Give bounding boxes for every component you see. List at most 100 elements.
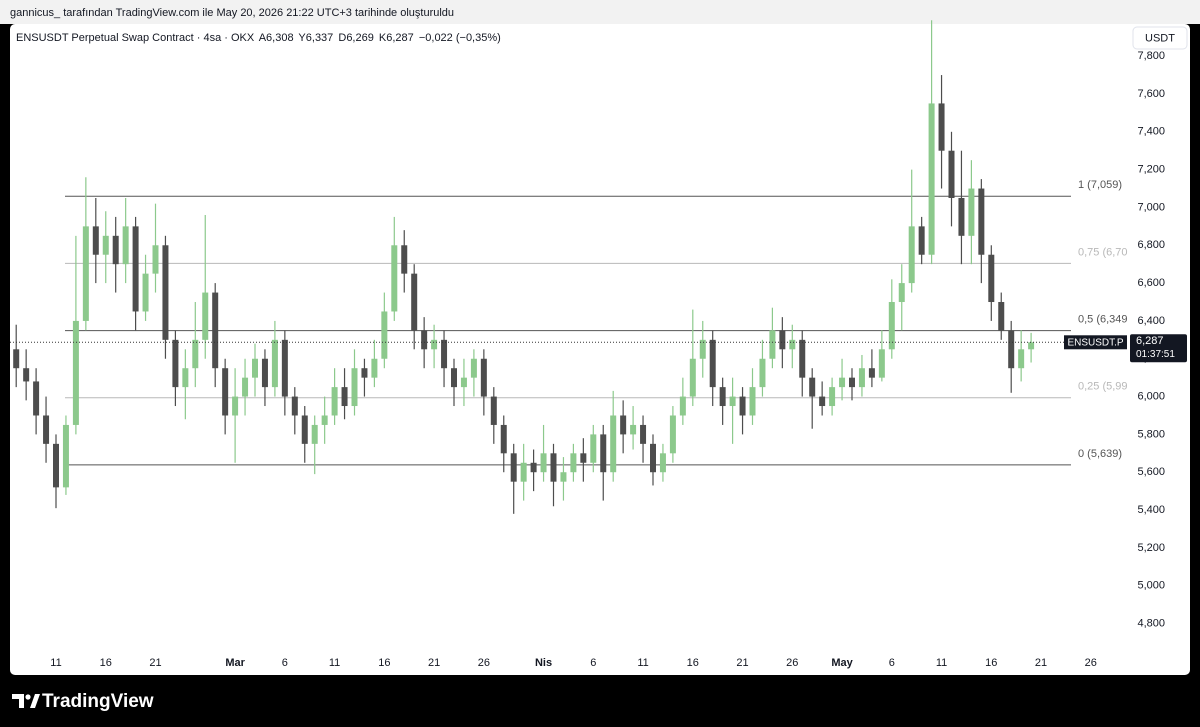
y-tick-label: 6,000 [1137, 390, 1165, 402]
candle-body [212, 292, 219, 369]
fib-label: 1 (7,059) [1078, 179, 1122, 191]
candle-body [421, 330, 428, 350]
candle-body [371, 358, 378, 378]
candle-body [321, 415, 328, 425]
y-tick-label: 7,000 [1137, 201, 1165, 213]
candle-body [650, 443, 656, 473]
x-tick-label: 11 [936, 657, 947, 669]
legend-low-label: D [338, 32, 346, 44]
candle-body [908, 226, 915, 284]
candle-body [520, 462, 527, 482]
candle-body [809, 377, 816, 397]
x-tick-label: 26 [478, 657, 490, 669]
candle-body [968, 188, 975, 236]
candle-body [1018, 349, 1025, 369]
candle-body [550, 453, 557, 482]
candle-body [460, 377, 467, 388]
legend-high-label: Y [298, 32, 306, 44]
currency-button[interactable] [1132, 26, 1188, 50]
candle-body [152, 245, 159, 274]
x-tick-label: 21 [1035, 657, 1047, 669]
candle-body [699, 339, 706, 359]
y-tick-label: 5,000 [1137, 580, 1165, 592]
candle-body [381, 311, 388, 359]
candle-body [819, 396, 826, 407]
legend-low: 6,269 [346, 32, 374, 44]
legend-open: 6,308 [266, 32, 294, 44]
price-tag-box [1130, 334, 1187, 363]
x-tick-label: 11 [50, 657, 61, 669]
candle-body [411, 273, 418, 331]
candle-body [451, 368, 457, 388]
candle-body [669, 415, 676, 454]
candle-body [132, 226, 139, 312]
candle-body [948, 150, 955, 198]
candle-body [112, 235, 119, 265]
candle-body [43, 415, 50, 444]
candle-body [441, 339, 448, 369]
candle-body [640, 424, 647, 444]
x-tick-label: 16 [100, 657, 112, 669]
candle-body [709, 339, 716, 388]
candle-body [301, 415, 308, 444]
candle-body [878, 349, 885, 378]
candle-body [192, 339, 199, 369]
candle-body [679, 396, 686, 416]
fib-label: 0,75 (6,70 [1078, 246, 1128, 258]
x-tick-label: 16 [378, 657, 390, 669]
candle-body [560, 472, 567, 482]
candle-body [291, 396, 298, 416]
y-tick-label: 5,200 [1137, 542, 1165, 554]
currency[interactable]: USDT [1145, 32, 1175, 44]
top-strip [0, 0, 1200, 24]
candle-body [898, 283, 905, 303]
candle-body [689, 358, 696, 397]
candle-body [938, 103, 945, 151]
x-tick-label: Mar [225, 657, 245, 669]
candle-body [620, 415, 627, 435]
candle-body [391, 245, 398, 312]
y-tick-label: 5,600 [1137, 466, 1165, 478]
brand-logo [12, 694, 40, 708]
x-tick-label: 16 [985, 657, 997, 669]
y-tick-label: 5,800 [1137, 428, 1165, 440]
legend-close: 6,287 [386, 32, 414, 44]
candle-body [978, 188, 985, 255]
y-tick-label: 7,200 [1137, 164, 1165, 176]
candle-body [281, 339, 288, 397]
legend-change: −0,022 (−0,35%) [419, 32, 501, 44]
legend: ENSUSDT Perpetual Swap Contract · 4sa · … [16, 32, 501, 44]
candle-body [361, 368, 368, 378]
brand: TradingView [42, 691, 154, 712]
candle-body [82, 226, 89, 321]
x-tick-label: 16 [687, 657, 699, 669]
candle-body [1008, 330, 1015, 369]
candle-body [659, 453, 666, 473]
candle-body [242, 377, 249, 397]
candle-body [222, 368, 229, 416]
x-tick-label: 21 [428, 657, 440, 669]
candle-body [331, 387, 338, 416]
legend-open-label: A [259, 32, 267, 44]
candle-body [769, 330, 776, 359]
candle-body [142, 273, 149, 312]
candle-body [958, 197, 965, 236]
candle-body [122, 226, 129, 265]
y-tick-label: 7,600 [1137, 88, 1165, 100]
y-tick-label: 4,800 [1137, 617, 1165, 629]
candle-body [341, 387, 348, 407]
candle-body [839, 377, 846, 388]
x-tick-label: 6 [590, 657, 596, 669]
candle-body [92, 226, 99, 255]
y-tick-label: 7,400 [1137, 126, 1165, 138]
candle-body [102, 235, 109, 255]
candle-body [739, 396, 746, 416]
candle-body [779, 330, 786, 350]
legend-high: 6,337 [306, 32, 334, 44]
candle-body [888, 302, 895, 350]
x-tick-label: Nis [535, 657, 552, 669]
candle-body [470, 358, 477, 378]
candle-body [311, 424, 318, 444]
candle-body [351, 368, 358, 407]
logo-part [25, 694, 31, 700]
